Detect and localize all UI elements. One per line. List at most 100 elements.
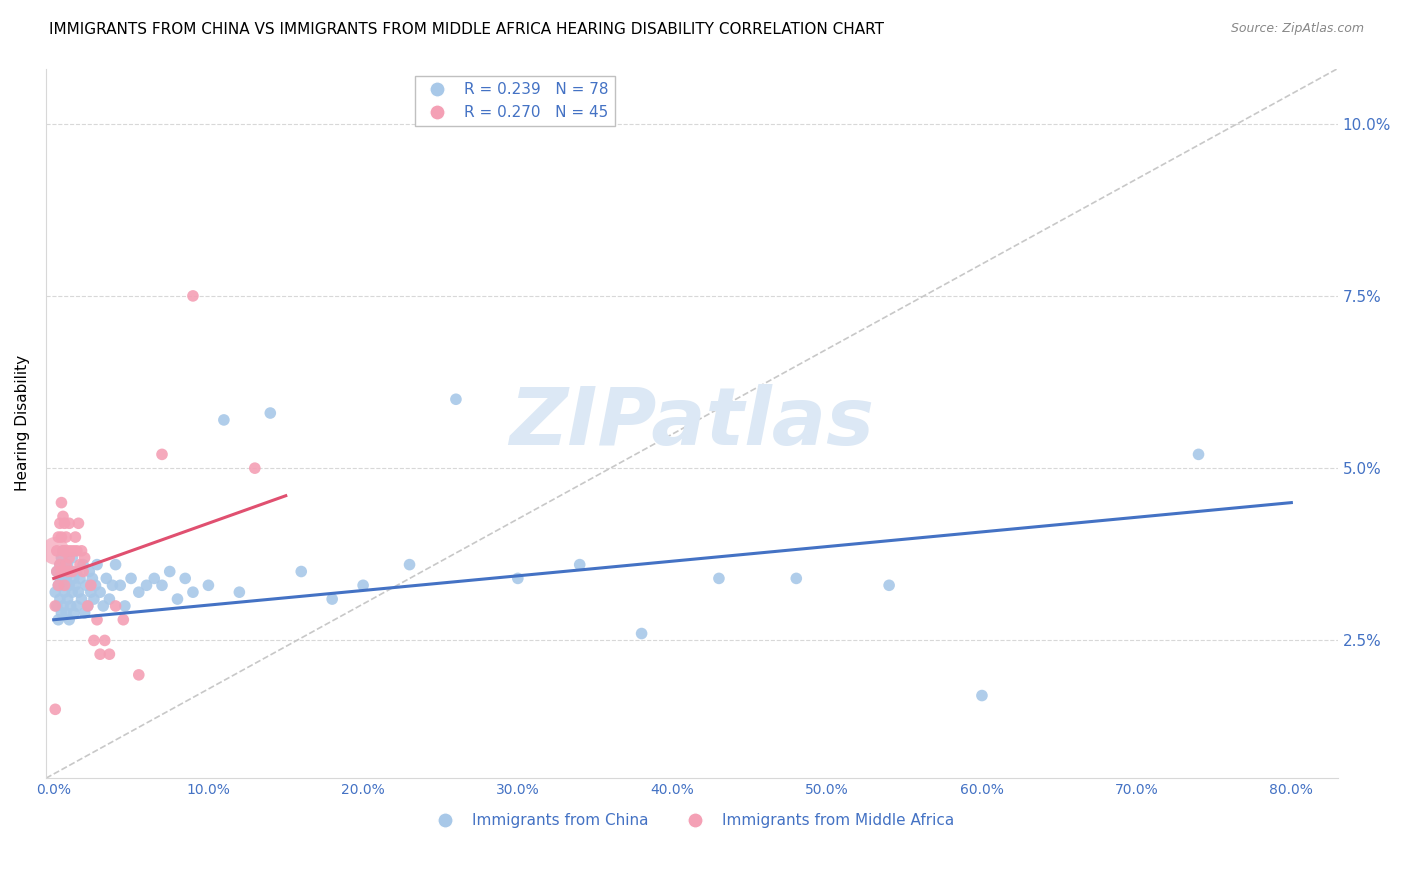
Point: [630, 626, 652, 640]
Point: [79, 565, 101, 579]
Point: [707, 571, 730, 585]
Point: [70, 592, 93, 607]
Point: [67, 516, 90, 531]
Point: [52, 544, 75, 558]
Point: [444, 392, 467, 407]
Point: [55, 558, 77, 572]
Point: [290, 565, 312, 579]
Point: [58, 516, 80, 531]
Point: [80, 578, 103, 592]
Point: [91, 599, 114, 613]
Point: [128, 585, 150, 599]
Point: [96, 571, 118, 585]
Point: [785, 571, 807, 585]
Point: [55, 606, 77, 620]
Point: [59, 565, 82, 579]
Point: [51, 565, 73, 579]
Text: IMMIGRANTS FROM CHINA VS IMMIGRANTS FROM MIDDLE AFRICA HEARING DISABILITY CORREL: IMMIGRANTS FROM CHINA VS IMMIGRANTS FROM…: [49, 22, 884, 37]
Point: [59, 544, 82, 558]
Point: [49, 571, 72, 585]
Point: [66, 544, 89, 558]
Point: [143, 571, 166, 585]
Point: [55, 530, 77, 544]
Point: [56, 565, 79, 579]
Point: [60, 585, 83, 599]
Point: [76, 599, 98, 613]
Point: [212, 413, 235, 427]
Point: [66, 599, 89, 613]
Point: [46, 578, 69, 592]
Point: [321, 592, 343, 607]
Point: [52, 509, 75, 524]
Point: [150, 578, 173, 592]
Point: [112, 613, 135, 627]
Point: [86, 558, 108, 572]
Point: [58, 550, 80, 565]
Point: [506, 571, 529, 585]
Point: [398, 558, 420, 572]
Point: [63, 544, 86, 558]
Point: [174, 571, 197, 585]
Point: [181, 289, 204, 303]
Point: [53, 578, 76, 592]
Point: [877, 578, 900, 592]
Point: [75, 578, 97, 592]
Point: [73, 606, 96, 620]
Point: [52, 571, 75, 585]
Point: [58, 578, 80, 592]
Legend: Immigrants from China, Immigrants from Middle Africa: Immigrants from China, Immigrants from M…: [423, 807, 960, 834]
Point: [45, 599, 67, 613]
Point: [120, 571, 142, 585]
Point: [69, 558, 91, 572]
Point: [352, 578, 374, 592]
Point: [51, 578, 73, 592]
Point: [55, 571, 77, 585]
Point: [45, 544, 67, 558]
Point: [49, 558, 72, 572]
Point: [67, 585, 90, 599]
Point: [46, 613, 69, 627]
Point: [568, 558, 591, 572]
Point: [45, 565, 67, 579]
Point: [94, 633, 117, 648]
Point: [70, 544, 93, 558]
Point: [44, 702, 66, 716]
Point: [44, 599, 66, 613]
Point: [56, 544, 79, 558]
Point: [63, 606, 86, 620]
Text: Source: ZipAtlas.com: Source: ZipAtlas.com: [1230, 22, 1364, 36]
Point: [128, 668, 150, 682]
Point: [243, 461, 266, 475]
Y-axis label: Hearing Disability: Hearing Disability: [15, 355, 30, 491]
Point: [228, 585, 250, 599]
Point: [89, 585, 111, 599]
Point: [51, 495, 73, 509]
Point: [44, 544, 66, 558]
Point: [53, 558, 76, 572]
Point: [46, 530, 69, 544]
Point: [73, 550, 96, 565]
Point: [98, 647, 121, 661]
Point: [104, 558, 127, 572]
Point: [83, 592, 105, 607]
Point: [110, 578, 132, 592]
Point: [56, 592, 79, 607]
Point: [51, 530, 73, 544]
Point: [197, 578, 219, 592]
Point: [86, 613, 108, 627]
Point: [45, 565, 67, 579]
Point: [51, 550, 73, 565]
Point: [49, 592, 72, 607]
Point: [49, 558, 72, 572]
Point: [80, 585, 103, 599]
Point: [51, 606, 73, 620]
Point: [89, 647, 111, 661]
Point: [84, 578, 107, 592]
Point: [65, 530, 87, 544]
Point: [259, 406, 281, 420]
Point: [63, 571, 86, 585]
Point: [44, 585, 66, 599]
Point: [72, 558, 94, 572]
Point: [66, 565, 89, 579]
Point: [53, 585, 76, 599]
